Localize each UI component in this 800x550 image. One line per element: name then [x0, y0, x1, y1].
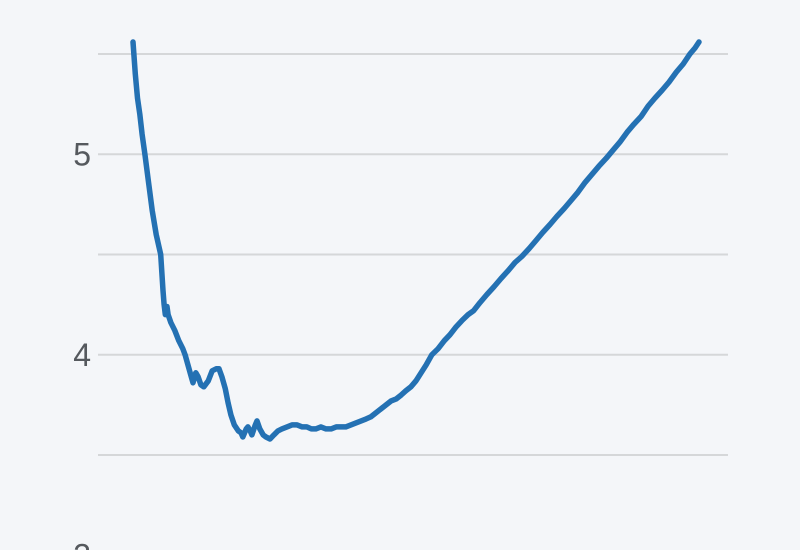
y-axis-labels-group: 5 4 3 — [73, 136, 91, 550]
series-line — [130, 39, 702, 442]
series-group — [130, 39, 702, 442]
y-tick-label: 5 — [73, 136, 91, 172]
gridlines-group — [98, 53, 728, 456]
y-tick-label: 3 — [73, 537, 91, 550]
y-tick-label: 4 — [73, 337, 91, 373]
